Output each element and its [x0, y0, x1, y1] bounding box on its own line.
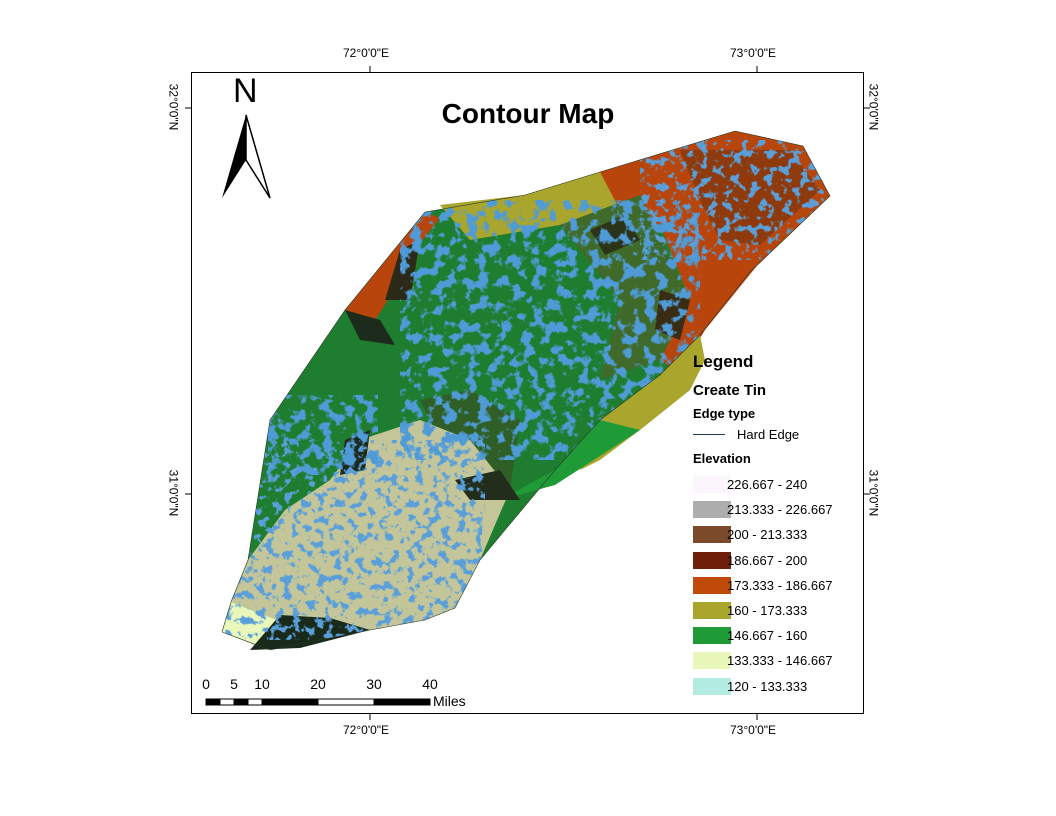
water-speckle-west — [268, 395, 378, 475]
hard-edge-line-icon — [693, 434, 725, 435]
legend-elevation-row: 186.667 - 200 — [693, 548, 863, 573]
legend-title: Legend — [693, 352, 754, 371]
legend-elevation-label: 133.333 - 146.667 — [727, 653, 833, 669]
bottom-longitude-label-1: 72°0'0"E — [343, 723, 390, 737]
legend-elevation-classes: 226.667 - 240 213.333 - 226.667 200 - 213.… — [693, 472, 863, 699]
tin-outline — [221, 130, 831, 651]
scale-label: 20 — [310, 676, 326, 692]
legend-edge-entry: Hard Edge — [693, 427, 863, 442]
left-latitude-label-2: 31°0'0"N — [166, 469, 181, 517]
legend-elevation-label: 173.333 - 186.667 — [727, 577, 833, 593]
legend-elevation-row: 133.333 - 146.667 — [693, 648, 863, 673]
legend-elevation-label: 213.333 - 226.667 — [727, 502, 833, 518]
map-frame — [191, 72, 864, 714]
legend-edge-label: Hard Edge — [737, 427, 800, 442]
tin-surface — [221, 130, 831, 651]
legend-elevation-row: 173.333 - 186.667 — [693, 573, 863, 598]
scale-bar — [205, 698, 431, 706]
legend-layer-name: Create Tin — [693, 382, 767, 399]
right-latitude-label-2: 31°0'0"N — [866, 469, 881, 517]
water-speckle-northeast — [640, 140, 830, 260]
legend-color-swatch — [693, 652, 731, 670]
legend-color-swatch — [693, 677, 731, 695]
legend-elevation-label: 120 - 133.333 — [727, 678, 808, 694]
north-arrow-label: N — [233, 72, 258, 110]
legend: Legend Create Tin Edge type Hard Edge El… — [693, 352, 863, 699]
legend-elevation-row: 146.667 - 160 — [693, 623, 863, 648]
scale-label: 40 — [422, 676, 438, 692]
legend-elevation-row: 120 - 133.333 — [693, 674, 863, 699]
bottom-longitude-label-2: 73°0'0"E — [730, 723, 777, 737]
top-longitude-label-2: 73°0'0"E — [730, 46, 777, 60]
legend-elevation-label: 146.667 - 160 — [727, 628, 808, 644]
scale-bar-labels: 0 5 10 20 30 40 — [200, 676, 460, 694]
left-latitude-label-1: 32°0'0"N — [166, 83, 181, 131]
legend-color-swatch — [693, 526, 731, 544]
scale-label: 0 — [202, 676, 210, 692]
legend-elevation-row: 213.333 - 226.667 — [693, 497, 863, 522]
legend-color-swatch — [693, 501, 731, 519]
legend-elevation-label: 200 - 213.333 — [727, 527, 808, 543]
graticule-ticks — [185, 66, 870, 720]
shadow-facet-2 — [345, 310, 395, 345]
scale-label: 30 — [366, 676, 382, 692]
scale-label: 10 — [254, 676, 270, 692]
right-latitude-label-1: 32°0'0"N — [866, 83, 881, 131]
scale-bar-unit: Miles — [433, 693, 466, 709]
north-arrow — [222, 114, 271, 199]
legend-elevation-row: 160 - 173.333 — [693, 598, 863, 623]
legend-color-swatch — [693, 576, 731, 594]
legend-elevation-label: 226.667 - 240 — [727, 477, 808, 493]
map-title: Contour Map — [441, 98, 615, 129]
legend-elevation-label: 186.667 - 200 — [727, 552, 808, 568]
legend-elevation-heading: Elevation — [693, 451, 751, 466]
top-longitude-label-1: 72°0'0"E — [343, 46, 390, 60]
elevation-zone-east-green — [500, 420, 640, 500]
legend-elevation-row: 200 - 213.333 — [693, 522, 863, 547]
legend-color-swatch — [693, 602, 731, 620]
scale-label: 5 — [230, 676, 238, 692]
legend-edge-type-heading: Edge type — [693, 406, 756, 421]
legend-color-swatch — [693, 551, 731, 569]
legend-elevation-row: 226.667 - 240 — [693, 472, 863, 497]
legend-color-swatch — [693, 476, 731, 494]
legend-elevation-label: 160 - 173.333 — [727, 603, 808, 619]
legend-color-swatch — [693, 627, 731, 645]
